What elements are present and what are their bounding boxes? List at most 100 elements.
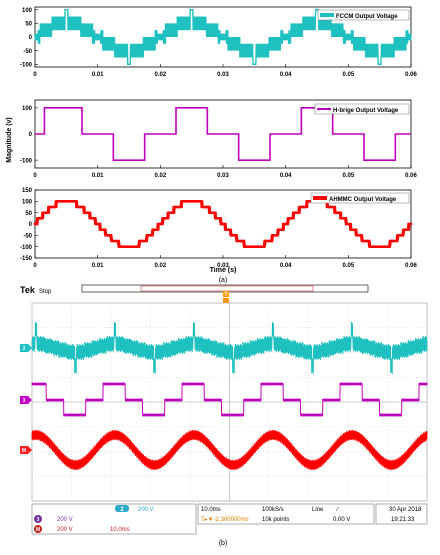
- trigger-position-marker: T: [223, 291, 229, 303]
- scope-math-trace: [31, 429, 428, 471]
- channel-2-marker-shape: [20, 344, 32, 352]
- x-tick-label: 0: [33, 263, 37, 269]
- fccm-legend-swatch: [320, 13, 334, 17]
- hbridge-chart: 100 0 -100 0 0.01 0.02 0.03 0.04 0.05 0.06 H-bri…: [6, 99, 417, 179]
- ahmmc-chart: 150 100 50 0 -50 -100 -150 0 0.01 0.02 0.03 0.04 0.…: [20, 188, 418, 274]
- y-tick-label: 100: [22, 8, 33, 14]
- ahmmc-y-ticks: 150 100 50 0 -50 -100 -150: [20, 188, 38, 262]
- x-tick-label: 0.01: [92, 263, 104, 269]
- x-tick-label: 0.03: [217, 263, 229, 269]
- scope-ch3-trace: [31, 382, 428, 417]
- x-tick-label: 0.01: [92, 173, 104, 179]
- hbridge-legend-box: [314, 103, 410, 115]
- fccm-legend: FCCM Output Voltage: [317, 9, 410, 21]
- y-tick-label: 0: [29, 222, 33, 228]
- ch3-status-value: 200 V: [57, 517, 73, 523]
- math-marker-shape: [20, 446, 32, 454]
- x-tick-label: 0.04: [280, 173, 292, 179]
- trigger-marker-label: T: [224, 292, 227, 298]
- x-tick-label: 0.06: [405, 263, 417, 269]
- x-tick-label: 0.06: [405, 173, 417, 179]
- math-status-label: M: [36, 527, 40, 533]
- fccm-legend-box: [317, 9, 410, 21]
- math-status-badge: [34, 525, 42, 533]
- trigger-level-readout: 0.00 V: [333, 517, 350, 523]
- ahmmc-legend-box: [310, 192, 410, 204]
- caption-b: (b): [219, 540, 228, 547]
- x-tick-label: 0.02: [154, 72, 166, 78]
- y-tick-label: 100: [22, 200, 33, 206]
- math-marker-label: M: [22, 448, 26, 454]
- channel-2-marker-label: 2: [23, 346, 26, 352]
- y-tick-label: -100: [20, 245, 33, 251]
- y-tick-label: -50: [23, 49, 32, 55]
- math-status-value: 200 V: [57, 527, 73, 533]
- time-readout: 19:21:33: [391, 517, 415, 523]
- ch2-status-label: 2: [120, 507, 124, 513]
- timebase-readout: 10.0ms: [201, 507, 221, 513]
- status-horizontal-box: [197, 503, 375, 525]
- x-tick-label: 0.06: [405, 72, 417, 78]
- x-tick-label: 0.05: [342, 173, 354, 179]
- y-tick-label: -100: [20, 62, 33, 68]
- scope-ch2-trace: [31, 321, 428, 375]
- channel-3-marker-label: 3: [23, 398, 26, 404]
- ahmmc-legend: AHMMC Output Voltage: [310, 192, 410, 204]
- fccm-legend-label: FCCM Output Voltage: [336, 14, 398, 20]
- ahmmc-x-axis-label: Time (s): [210, 267, 237, 274]
- y-tick-label: -50: [23, 234, 32, 240]
- ahmmc-series-line: [33, 199, 413, 249]
- y-tick-label: 50: [25, 211, 32, 217]
- x-tick-label: 0.02: [154, 263, 166, 269]
- fccm-x-ticks: 0 0.01 0.02 0.03 0.04 0.05 0.06: [33, 64, 417, 78]
- ch3-status-badge: [34, 515, 42, 523]
- y-tick-label: 150: [22, 188, 33, 194]
- ahmmc-legend-swatch: [313, 196, 327, 200]
- channel-marker-2[interactable]: 2: [20, 344, 32, 352]
- ahmmc-x-ticks: 0 0.01 0.02 0.03 0.04 0.05 0.06: [33, 255, 417, 269]
- trigger-position-readout: T▸▼-2.300000ms: [201, 517, 249, 523]
- hbridge-legend-swatch: [317, 108, 331, 110]
- channel-marker-math[interactable]: M: [20, 446, 32, 454]
- hbridge-y-axis-label: Magnitude (v): [6, 117, 13, 163]
- ch3-status-label: 3: [37, 517, 40, 523]
- fccm-series-line: [34, 9, 412, 65]
- sample-rate-readout: 100kS/s: [262, 507, 284, 513]
- record-length-readout: 10k points: [262, 517, 289, 523]
- hbridge-x-ticks: 0 0.01 0.02 0.03 0.04 0.05 0.06: [33, 165, 417, 179]
- y-tick-label: -100: [20, 158, 33, 164]
- scope-brand: Tek: [20, 285, 36, 295]
- x-tick-label: 0.04: [280, 72, 292, 78]
- x-tick-label: 0.01: [92, 72, 104, 78]
- fccm-y-ticks: 100 50 0 -50 -100: [20, 8, 38, 68]
- x-tick-label: 0: [33, 72, 37, 78]
- y-tick-label: -150: [20, 256, 33, 262]
- x-tick-label: 0.02: [154, 173, 166, 179]
- trigger-slope-icon: ∕: [335, 506, 339, 513]
- x-tick-label: 0.05: [342, 263, 354, 269]
- hbridge-legend: H-brige Output Voltage: [314, 103, 410, 115]
- x-tick-label: 0.03: [217, 72, 229, 78]
- oscilloscope: Tek Stop T 2 3 M: [20, 284, 428, 535]
- x-tick-label: 0.05: [342, 72, 354, 78]
- status-channels-box: [31, 503, 197, 535]
- ch2-status-value: 200 V: [138, 507, 154, 513]
- hbridge-series-line: [35, 107, 411, 161]
- trigger-marker-lower: [223, 298, 229, 303]
- hbridge-legend-label: H-brige Output Voltage: [333, 108, 399, 114]
- scope-state: Stop: [39, 289, 52, 295]
- math-status-time: 10.0ms: [110, 527, 130, 533]
- trigger-source-readout: Line: [312, 507, 324, 513]
- x-tick-label: 0: [33, 173, 37, 179]
- status-datetime-box: [375, 503, 428, 525]
- ahmmc-legend-label: AHMMC Output Voltage: [329, 197, 397, 203]
- ch2-status-badge: [115, 505, 129, 512]
- channel-marker-3[interactable]: 3: [20, 396, 32, 404]
- scope-status-bar: 2 200 V 3 200 V M 200 V 10.0ms 10.0ms 10…: [31, 503, 428, 535]
- y-tick-label: 50: [25, 22, 32, 28]
- x-tick-label: 0.03: [217, 173, 229, 179]
- trigger-marker-box: [223, 291, 229, 297]
